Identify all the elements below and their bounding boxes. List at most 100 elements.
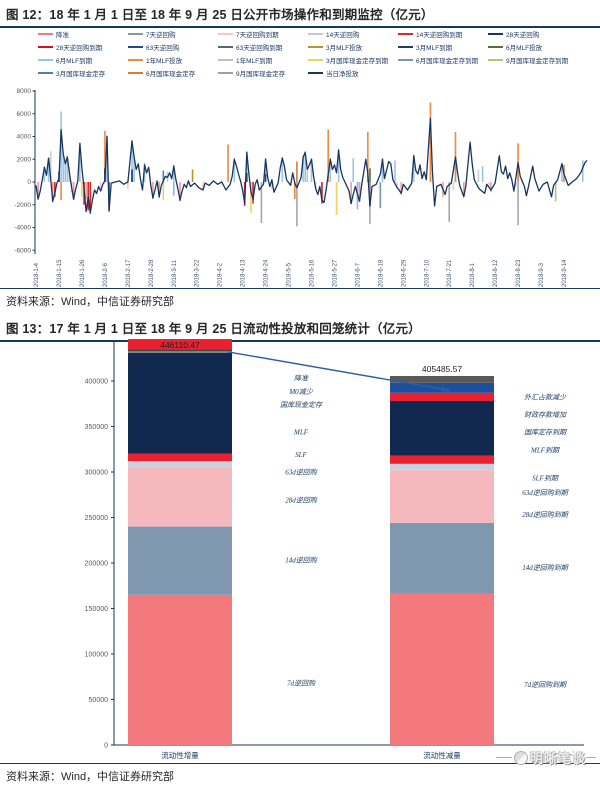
stacked-segment bbox=[128, 594, 232, 745]
watermark-text: 明晰笔谈 bbox=[529, 751, 586, 766]
y-tick-label: 250000 bbox=[85, 515, 108, 522]
legend-swatch bbox=[398, 32, 413, 36]
stacked-segment bbox=[390, 593, 494, 745]
bar bbox=[477, 169, 480, 182]
bar bbox=[381, 158, 384, 182]
legend-label: 当日净投放 bbox=[326, 71, 359, 78]
legend-item: 9月国库现金定存 bbox=[218, 68, 308, 78]
x-tick-label: 2018-7-21 bbox=[447, 259, 453, 287]
x-tick-label: 2018-6-29 bbox=[401, 259, 407, 287]
annotation-label: 外汇占款减少 bbox=[524, 394, 567, 402]
bar bbox=[252, 182, 254, 204]
annotation-label: MLF bbox=[293, 428, 309, 436]
legend-label: 6月MLF投放 bbox=[506, 45, 543, 52]
legend-label: 28天逆回购 bbox=[506, 32, 540, 39]
watermark-line-left bbox=[495, 757, 512, 758]
bar bbox=[517, 182, 519, 226]
bar bbox=[81, 182, 83, 197]
y-tick-label: 150000 bbox=[85, 606, 108, 613]
bar bbox=[448, 182, 451, 222]
x-category-label: 流动性增量 bbox=[161, 750, 199, 760]
legend-item: 9月国库现金定存到期 bbox=[488, 55, 578, 65]
legend-label: 1年MLF到期 bbox=[236, 58, 273, 65]
bar bbox=[260, 182, 263, 223]
x-tick-label: 2018-8-12 bbox=[493, 259, 499, 287]
y-tick-label: 6000 bbox=[17, 111, 32, 118]
stacked-segment bbox=[390, 382, 494, 393]
legend-swatch bbox=[308, 71, 323, 75]
legend-swatch bbox=[128, 58, 143, 62]
x-tick-label: 2018-8-23 bbox=[516, 259, 522, 287]
bar bbox=[64, 161, 67, 182]
bar bbox=[581, 160, 584, 182]
legend-label: 1年MLF投放 bbox=[146, 58, 183, 65]
legend-label: 14天逆回购 bbox=[326, 32, 360, 39]
bar bbox=[358, 182, 361, 202]
stacked-segment bbox=[390, 470, 494, 523]
annotation-label: 国库现金定存 bbox=[280, 401, 323, 409]
stacked-segment bbox=[128, 350, 232, 353]
x-tick-label: 2018-2-6 bbox=[103, 262, 109, 287]
bar bbox=[60, 182, 62, 201]
bar bbox=[85, 182, 87, 200]
bar bbox=[131, 139, 133, 182]
annotation-label: 28d逆回购 bbox=[285, 497, 317, 505]
bar bbox=[99, 182, 102, 190]
stacked-segment bbox=[390, 401, 494, 456]
x-tick-label: 2018-8-1 bbox=[470, 262, 476, 287]
legend-swatch bbox=[308, 58, 323, 62]
bar bbox=[369, 168, 371, 182]
fig12-chart: 8000 6000 4000 2000 0 -2000 -4000 -6000 2018-1-4… bbox=[14, 88, 588, 287]
bar bbox=[327, 129, 329, 182]
fig12-title: 图 12：18 年 1 月 1 日至 18 年 9 月 25 日公开市场操作和到… bbox=[0, 0, 600, 28]
y-tick-label: -4000 bbox=[14, 225, 31, 232]
bar bbox=[250, 182, 252, 213]
bar bbox=[51, 182, 54, 203]
bar bbox=[304, 151, 307, 182]
bar bbox=[172, 164, 175, 182]
annotation-label: 63d逆回购到期 bbox=[522, 489, 568, 497]
bar bbox=[133, 155, 135, 182]
bar bbox=[264, 174, 267, 182]
legend-swatch bbox=[38, 71, 53, 75]
bar bbox=[47, 158, 50, 182]
legend-swatch bbox=[398, 45, 413, 49]
bar bbox=[488, 182, 490, 188]
legend-item: 当日净投放 bbox=[308, 68, 398, 78]
annotation-label: 14d逆回购 bbox=[285, 557, 317, 565]
bar-total-label: 405485.57 bbox=[422, 364, 462, 374]
bar bbox=[561, 162, 563, 182]
x-tick-label: 2018-6-18 bbox=[378, 259, 384, 287]
bar bbox=[172, 182, 175, 196]
legend-item: 3月国库现金定存 bbox=[38, 68, 128, 78]
stacked-segment bbox=[390, 463, 494, 471]
bar bbox=[127, 182, 129, 189]
bar bbox=[49, 151, 52, 182]
legend-item: 3月MLF投放 bbox=[308, 42, 398, 52]
legend-swatch bbox=[218, 45, 233, 49]
bar bbox=[60, 111, 62, 182]
bar bbox=[337, 149, 340, 182]
bar bbox=[131, 169, 133, 182]
stacked-segment bbox=[128, 526, 232, 595]
legend-item: 3月国库现金定存到期 bbox=[308, 55, 398, 65]
legend-item: 14天逆回购到期 bbox=[398, 29, 488, 39]
bar bbox=[463, 182, 465, 197]
annotation-label: SLF bbox=[295, 451, 307, 459]
bar bbox=[54, 182, 56, 197]
bar bbox=[152, 182, 154, 200]
legend-swatch bbox=[38, 45, 53, 49]
legend-item: 6月国库现金定存到期 bbox=[398, 55, 488, 65]
fig12-source: 资料来源：Wind，中信证券研究部 bbox=[0, 288, 600, 309]
bar bbox=[412, 154, 415, 182]
legend-item: 7天逆回购到期 bbox=[218, 29, 308, 39]
bar bbox=[335, 182, 338, 215]
bar bbox=[62, 152, 64, 182]
bar bbox=[367, 131, 369, 182]
bar bbox=[296, 182, 298, 227]
legend-swatch bbox=[488, 32, 503, 36]
watermark-logo-icon bbox=[513, 750, 528, 765]
bar bbox=[233, 158, 236, 182]
x-tick-label: 2018-2-28 bbox=[149, 259, 155, 287]
stacked-segment bbox=[390, 392, 494, 402]
